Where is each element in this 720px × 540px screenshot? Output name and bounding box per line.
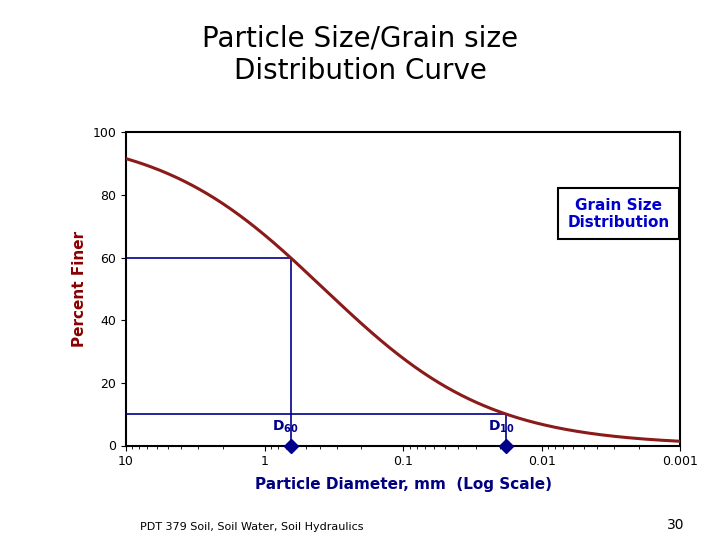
Text: PDT 379 Soil, Soil Water, Soil Hydraulics: PDT 379 Soil, Soil Water, Soil Hydraulic… <box>140 522 364 532</box>
Text: Distribution Curve: Distribution Curve <box>233 57 487 85</box>
Y-axis label: Percent Finer: Percent Finer <box>72 231 87 347</box>
Text: Particle Size/Grain size: Particle Size/Grain size <box>202 24 518 52</box>
X-axis label: Particle Diameter, mm  (Log Scale): Particle Diameter, mm (Log Scale) <box>255 477 552 491</box>
Text: D$_{\bf{10}}$: D$_{\bf{10}}$ <box>488 418 515 435</box>
Text: 30: 30 <box>667 518 684 532</box>
Text: Grain Size
Distribution: Grain Size Distribution <box>567 198 670 230</box>
Text: D$_{\bf{60}}$: D$_{\bf{60}}$ <box>272 418 299 435</box>
